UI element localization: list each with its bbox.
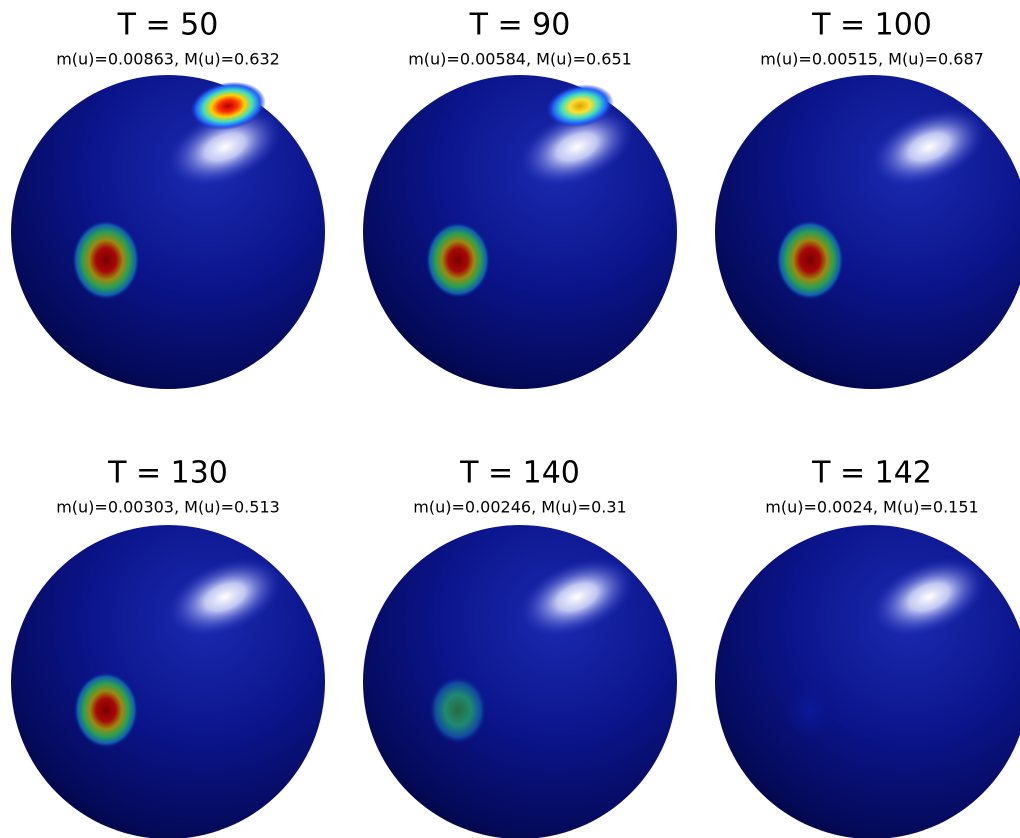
panel-title: T = 100 (811, 8, 932, 43)
spot (785, 680, 836, 740)
panel-title: T = 130 (107, 456, 228, 491)
panel: T = 90 m(u)=0.00584, M(u)=0.651 (363, 8, 677, 390)
spot (74, 672, 139, 748)
panel-subtitle: m(u)=0.00515, M(u)=0.687 (760, 50, 984, 69)
panel-title: T = 140 (459, 456, 580, 491)
panel: T = 50 m(u)=0.00863, M(u)=0.632 (11, 8, 325, 390)
spot (426, 222, 491, 298)
panel-title: T = 142 (811, 456, 932, 491)
panel: T = 142 m(u)=0.0024, M(u)=0.151 (715, 456, 1020, 838)
panel-subtitle: m(u)=0.00246, M(u)=0.31 (413, 498, 626, 517)
panel: T = 140 m(u)=0.00246, M(u)=0.31 (363, 456, 677, 838)
panel-subtitle: m(u)=0.0024, M(u)=0.151 (765, 498, 978, 517)
panel: T = 130 m(u)=0.00303, M(u)=0.513 (11, 456, 325, 838)
figure: T = 50 m(u)=0.00863, M(u)=0.632 T = 90 m(u)… (0, 0, 1020, 838)
spot (72, 220, 140, 300)
spot (429, 676, 487, 744)
panel-title: T = 50 (117, 8, 219, 43)
panel-subtitle: m(u)=0.00863, M(u)=0.632 (56, 50, 280, 69)
panel: T = 100 m(u)=0.00515, M(u)=0.687 (715, 8, 1020, 390)
panel-subtitle: m(u)=0.00584, M(u)=0.651 (408, 50, 632, 69)
spot (776, 220, 844, 300)
panel-subtitle: m(u)=0.00303, M(u)=0.513 (56, 498, 280, 517)
panel-title: T = 90 (469, 8, 571, 43)
